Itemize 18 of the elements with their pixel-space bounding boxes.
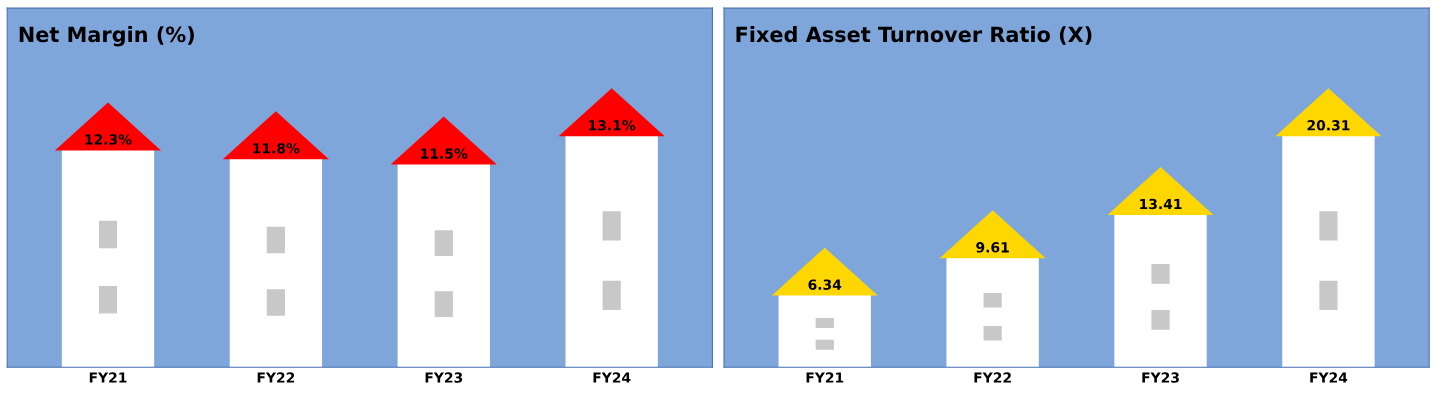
- data-label: 13.1%: [589, 120, 636, 131]
- data-label: 13.41: [1140, 198, 1182, 210]
- data-label: 9.61: [976, 242, 1009, 253]
- chart-title: Fixed Asset Turnover Ratio (X): [736, 26, 1092, 45]
- x-tick-label: FY24: [1310, 372, 1348, 383]
- x-tick-label: FY21: [806, 372, 844, 383]
- data-label: 11.5%: [421, 148, 468, 159]
- x-tick-label: FY21: [89, 372, 127, 383]
- x-tick-label: FY23: [1142, 372, 1179, 383]
- data-label: 20.31: [1307, 120, 1350, 131]
- data-label: 12.3%: [85, 134, 132, 145]
- data-label: 11.8%: [253, 143, 300, 154]
- x-tick-label: FY22: [257, 372, 295, 383]
- x-tick-label: FY22: [974, 372, 1011, 383]
- x-tick-label: FY23: [425, 372, 463, 383]
- x-tick-label: FY24: [593, 372, 631, 383]
- data-label: 6.34: [808, 279, 842, 290]
- chart-title: Net Margin (%): [19, 26, 194, 47]
